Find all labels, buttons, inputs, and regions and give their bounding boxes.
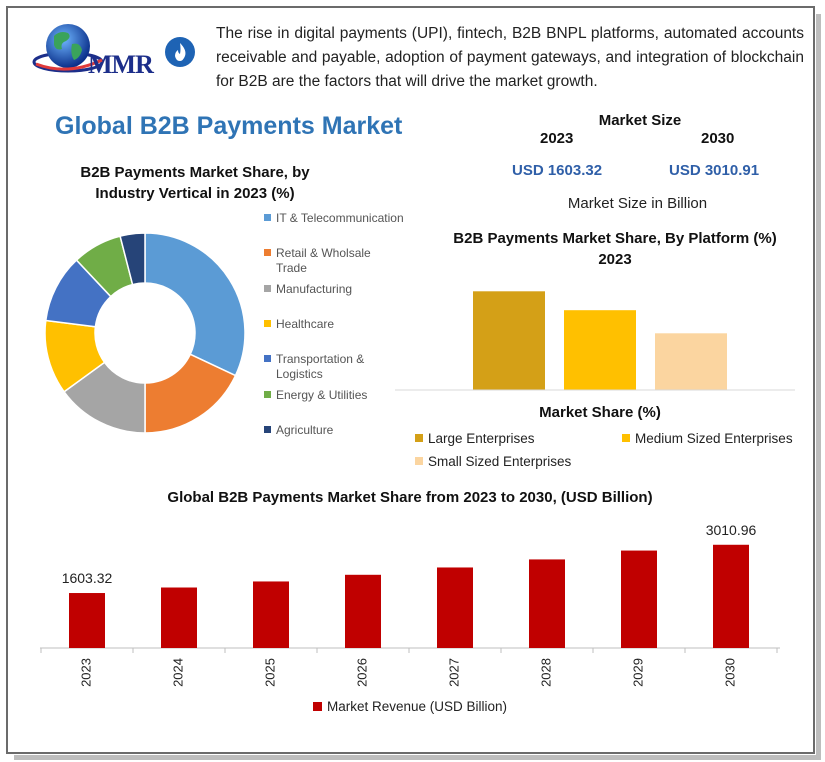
donut-legend-item-0: IT & Telecommunication (264, 211, 404, 226)
revenue-bar-2029 (621, 550, 657, 648)
platform-chart-title: B2B Payments Market Share, By Platform (… (453, 230, 777, 268)
donut-legend-label-6: Agriculture (276, 423, 334, 437)
platform-legend-small: Small Sized Enterprises (415, 454, 571, 469)
revenue-tick-label-2026: 2026 (354, 658, 369, 687)
platform-bar-0 (473, 291, 545, 390)
market-size-value-2030: USD 3010.91 (669, 162, 760, 179)
donut-chart (44, 232, 246, 434)
donut-legend-swatch-5 (264, 391, 271, 398)
donut-legend-swatch-2 (264, 285, 271, 292)
main-title: Global B2B Payments Market (55, 112, 403, 140)
market-size-year-2030: 2030 (701, 130, 735, 147)
platform-legend-swatch-0 (415, 434, 423, 442)
revenue-bar-2026 (345, 574, 381, 648)
platform-bar-1 (564, 310, 636, 390)
market-size-note: Market Size in Billion (567, 195, 708, 212)
revenue-tick-label-2028: 2028 (538, 658, 553, 687)
revenue-legend-swatch (312, 702, 322, 711)
donut-legend-swatch-6 (264, 426, 271, 433)
revenue-tick-label-2024: 2024 (170, 658, 185, 687)
platform-legend-large: Large Enterprises (415, 431, 535, 446)
revenue-tick-label-2025: 2025 (262, 658, 277, 687)
revenue-tick-label-2030: 2030 (722, 658, 737, 687)
donut-legend-item-5: Energy & Utilities (264, 388, 404, 403)
donut-legend-label-4: Transportation & Logistics (276, 352, 365, 381)
revenue-bar-2023 (69, 593, 105, 648)
intro-paragraph: The rise in digital payments (UPI), fint… (216, 25, 804, 90)
platform-bar-chart (395, 291, 795, 391)
donut-chart-title: B2B Payments Market Share, by Industry V… (80, 164, 310, 202)
revenue-data-label-2023: 1603.32 (62, 570, 113, 586)
donut-legend-label-5: Energy & Utilities (276, 388, 368, 402)
donut-legend-item-4: Transportation & Logistics (264, 352, 404, 382)
frame-shadow-right (816, 14, 821, 758)
donut-legend-item-3: Healthcare (264, 317, 404, 332)
revenue-bar-2027 (437, 567, 473, 648)
revenue-bar-2028 (529, 559, 565, 648)
donut-legend-label-0: IT & Telecommunication (276, 211, 404, 225)
globe-logo-icon (32, 24, 104, 73)
revenue-bar-2024 (161, 587, 197, 648)
revenue-bar-2030 (713, 544, 749, 648)
revenue-tick-label-2023: 2023 (78, 658, 93, 687)
platform-legend-swatch-1 (622, 434, 630, 442)
platform-legend-swatch-2 (415, 457, 423, 465)
market-size-year-2023: 2023 (540, 130, 574, 147)
revenue-chart-title: Global B2B Payments Market Share from 20… (167, 489, 653, 506)
infographic-frame (6, 6, 815, 754)
logo-text: MMR (88, 50, 154, 79)
donut-legend-item-1: Retail & Wholsale Trade (264, 246, 404, 276)
donut-legend-label-3: Healthcare (276, 317, 335, 331)
donut-legend-label-2: Manufacturing (276, 282, 353, 296)
revenue-tick-label-2029: 2029 (630, 658, 645, 687)
donut-legend-swatch-0 (264, 214, 271, 221)
donut-legend-swatch-3 (264, 320, 271, 327)
revenue-data-label-2030: 3010.96 (706, 522, 757, 538)
donut-legend-item-2: Manufacturing (264, 282, 404, 297)
revenue-tick-label-2027: 2027 (446, 658, 461, 687)
market-size-title: Market Size (598, 112, 682, 129)
donut-legend-swatch-1 (264, 249, 271, 256)
donut-slice-6 (119, 232, 146, 286)
frame-shadow-bottom (14, 755, 821, 760)
revenue-bar-chart: 2023 1603.32 2024 2025 2026 2027 2028 2029 2030 3… (40, 522, 780, 687)
flame-icon (165, 37, 195, 67)
donut-legend-swatch-4 (264, 355, 271, 362)
platform-legend-medium: Medium Sized Enterprises (622, 431, 793, 446)
donut-legend-label-1: Retail & Wholsale Trade (276, 246, 371, 275)
platform-bar-2 (655, 333, 727, 390)
donut-slice-0 (144, 232, 246, 377)
revenue-legend: Market Revenue (USD Billion) (250, 699, 570, 714)
revenue-bar-2025 (253, 581, 289, 648)
platform-axis-title: Market Share (%) (539, 404, 661, 421)
donut-legend-item-6: Agriculture (264, 423, 404, 438)
market-size-value-2023: USD 1603.32 (512, 162, 603, 179)
